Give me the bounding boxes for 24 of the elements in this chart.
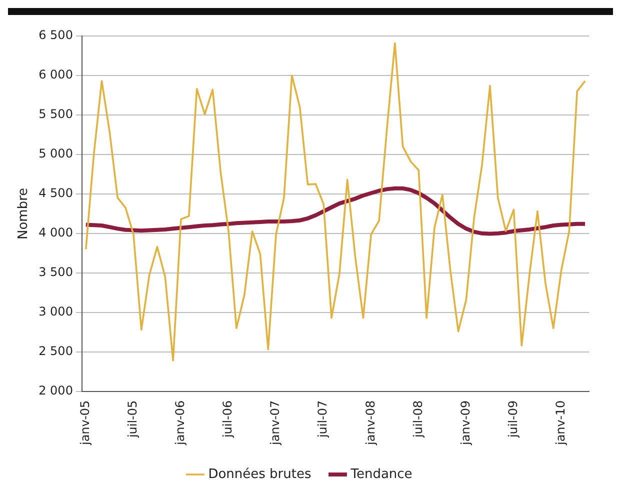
y-tick-label: 4 000 — [38, 226, 73, 240]
y-tick-label: 6 500 — [38, 28, 73, 42]
x-tick-label: juil-06 — [220, 400, 235, 439]
x-tick-label: juil-08 — [410, 400, 425, 439]
y-tick-label: 5 500 — [38, 107, 73, 122]
x-tick-label: janv-07 — [268, 400, 282, 446]
x-tick-label: janv-06 — [173, 400, 188, 446]
x-tick-label: janv-05 — [78, 400, 92, 446]
y-axis-title: Nombre — [16, 188, 32, 240]
y-tick-label: 2 000 — [38, 383, 73, 398]
y-tick-label: 5 000 — [38, 146, 73, 161]
x-tick-label: juil-09 — [506, 400, 520, 439]
x-tick-label: janv-08 — [363, 400, 378, 446]
y-tick-label: 6 000 — [38, 68, 73, 82]
y-tick-label: 2 500 — [38, 344, 73, 358]
x-tick-label: janv-10 — [553, 400, 568, 446]
y-tick-label: 3 500 — [38, 265, 73, 280]
y-tick-label: 3 000 — [38, 304, 73, 318]
x-tick-label: juil-05 — [126, 400, 140, 439]
legend-label: Données brutes — [208, 466, 312, 482]
legend-label: Tendance — [350, 466, 412, 482]
y-tick-label: 4 500 — [38, 186, 73, 200]
x-tick-label: janv-09 — [458, 400, 472, 446]
x-tick-label: juil-07 — [316, 400, 330, 439]
